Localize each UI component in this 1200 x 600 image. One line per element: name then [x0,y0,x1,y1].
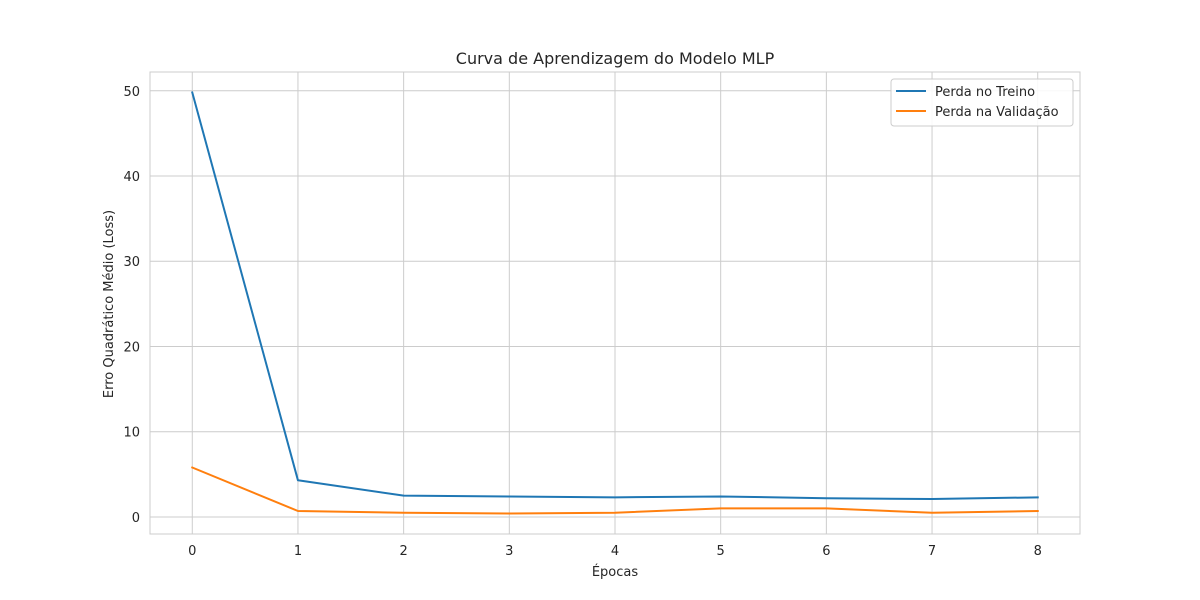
x-tick-label: 2 [399,544,407,559]
y-tick-label: 0 [132,511,140,526]
legend-box [890,78,1074,127]
y-axis-title: Erro Quadrático Médio (Loss) [102,210,117,398]
y-tick-label: 10 [123,426,140,441]
y-tick-label: 50 [123,85,140,100]
y-tick-label: 30 [123,255,140,270]
legend-label: Perda no Treino [935,85,1035,100]
x-tick-label: 0 [188,544,196,559]
legend-label: Perda na Validação [935,105,1059,120]
x-tick-label: 4 [611,544,619,559]
x-tick-label: 5 [717,544,725,559]
x-tick-label: 6 [822,544,830,559]
x-axis-title: Épocas [592,564,639,580]
plot-area: 0 1 2 3 4 5 6 7 8 0 10 20 30 40 50 [123,71,1081,559]
series-line-train [191,91,1039,501]
x-tick-label: 8 [1034,544,1042,559]
x-tick-label: 7 [928,544,936,559]
y-tick-label: 20 [123,340,140,355]
plot-frame [149,71,1081,535]
chart-title: Curva de Aprendizagem do Modelo MLP [456,49,775,68]
series-line-validation [190,466,1039,515]
x-tick-label: 1 [294,544,302,559]
x-tick-label: 3 [505,544,513,559]
y-tick-label: 40 [123,170,140,185]
legend: Perda no Treino Perda na Validação [890,78,1074,127]
